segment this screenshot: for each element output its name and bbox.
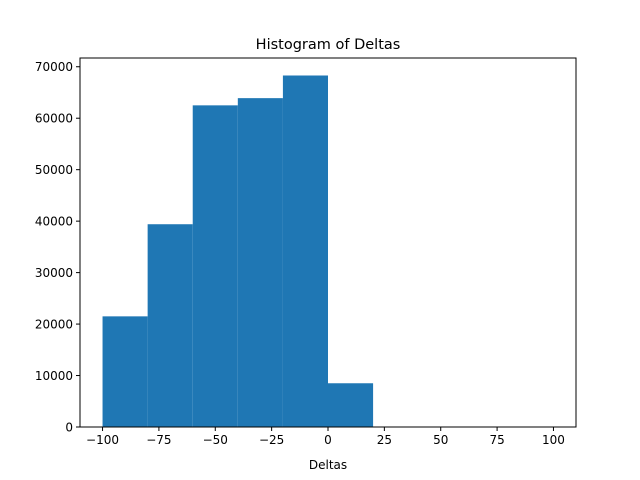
y-tick-label: 0 [65, 421, 73, 435]
x-tick-label: 0 [324, 433, 332, 447]
histogram-bar [328, 383, 374, 427]
y-tick-label: 60000 [35, 112, 73, 126]
y-tick-label: 70000 [35, 60, 73, 74]
chart-title: Histogram of Deltas [256, 37, 401, 53]
histogram-bar [237, 98, 283, 427]
y-tick-label: 20000 [35, 318, 73, 332]
x-tick-label: −50 [203, 433, 228, 447]
y-tick-label: 50000 [35, 163, 73, 177]
x-tick-label: −75 [146, 433, 171, 447]
x-tick-label: −25 [259, 433, 284, 447]
x-tick-label: 50 [433, 433, 448, 447]
histogram-bar [102, 316, 148, 427]
x-tick-label: 100 [542, 433, 565, 447]
histogram-bar [282, 75, 328, 427]
x-tick-label: 25 [377, 433, 392, 447]
y-tick-label: 40000 [35, 215, 73, 229]
x-tick-label: −100 [86, 433, 119, 447]
x-axis-ticks: −100 −75 −50 −25 0 25 50 75 100 [86, 427, 565, 447]
bars-group [102, 75, 374, 427]
x-tick-label: 75 [489, 433, 504, 447]
histogram-bar [147, 224, 193, 427]
x-axis-title: Deltas [309, 458, 347, 472]
y-axis-ticks: 0 10000 20000 30000 40000 50000 60000 70000 [35, 60, 80, 435]
histogram-bar [192, 105, 238, 427]
y-tick-label: 10000 [35, 369, 73, 383]
y-tick-label: 30000 [35, 266, 73, 280]
